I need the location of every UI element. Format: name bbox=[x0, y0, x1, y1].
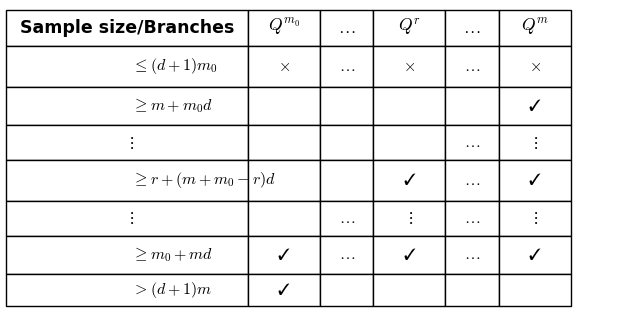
Text: $\checkmark$: $\checkmark$ bbox=[403, 247, 416, 263]
Text: $\geq r + (m + m_0 - r)d$: $\geq r + (m + m_0 - r)d$ bbox=[132, 170, 276, 191]
Bar bbox=[248, 201, 320, 236]
Bar bbox=[320, 236, 373, 274]
Bar bbox=[373, 125, 445, 160]
Text: $\checkmark$: $\checkmark$ bbox=[277, 282, 291, 298]
Text: $\ldots$: $\ldots$ bbox=[464, 173, 480, 188]
Bar bbox=[6, 236, 248, 274]
Text: $\vdots$: $\vdots$ bbox=[531, 135, 538, 151]
Text: $Q^m$: $Q^m$ bbox=[521, 17, 549, 38]
Bar bbox=[373, 274, 445, 306]
Bar bbox=[373, 160, 445, 201]
Text: $\geq m_0 + md$: $\geq m_0 + md$ bbox=[132, 245, 213, 264]
Bar bbox=[499, 46, 571, 87]
Text: $\geq m + m_0 d$: $\geq m + m_0 d$ bbox=[132, 97, 213, 115]
Bar bbox=[6, 46, 248, 87]
Text: $\ldots$: $\ldots$ bbox=[464, 59, 480, 74]
Text: $\ldots$: $\ldots$ bbox=[464, 247, 480, 262]
Text: $\ldots$: $\ldots$ bbox=[338, 19, 355, 37]
Bar bbox=[6, 10, 248, 46]
Bar bbox=[6, 125, 248, 160]
Text: $\ldots$: $\ldots$ bbox=[339, 247, 355, 262]
Bar bbox=[248, 87, 320, 125]
Bar bbox=[248, 125, 320, 160]
Bar bbox=[320, 201, 373, 236]
Bar bbox=[445, 87, 499, 125]
Bar bbox=[373, 236, 445, 274]
Text: $\ldots$: $\ldots$ bbox=[339, 59, 355, 74]
Text: $\checkmark$: $\checkmark$ bbox=[528, 247, 541, 263]
Text: $Q^r$: $Q^r$ bbox=[398, 17, 421, 38]
Text: $\vdots$: $\vdots$ bbox=[127, 210, 134, 226]
Text: $\ldots$: $\ldots$ bbox=[464, 210, 480, 226]
Bar bbox=[445, 10, 499, 46]
Text: $> (d+1)m$: $> (d+1)m$ bbox=[132, 280, 212, 300]
Text: $\vdots$: $\vdots$ bbox=[531, 210, 538, 226]
Text: $\boldsymbol{\times}$: $\boldsymbol{\times}$ bbox=[403, 59, 415, 74]
Text: $\boldsymbol{\times}$: $\boldsymbol{\times}$ bbox=[278, 59, 290, 74]
Bar bbox=[248, 236, 320, 274]
Bar bbox=[248, 10, 320, 46]
Text: $\ldots$: $\ldots$ bbox=[463, 19, 481, 37]
Bar bbox=[6, 201, 248, 236]
Text: $\checkmark$: $\checkmark$ bbox=[528, 98, 541, 114]
Text: $\checkmark$: $\checkmark$ bbox=[277, 247, 291, 263]
Text: $\leq (d+1)m_0$: $\leq (d+1)m_0$ bbox=[132, 56, 218, 76]
Bar bbox=[445, 201, 499, 236]
Text: $\vdots$: $\vdots$ bbox=[406, 210, 413, 226]
Text: $\checkmark$: $\checkmark$ bbox=[528, 172, 541, 188]
Bar bbox=[248, 274, 320, 306]
Bar bbox=[248, 46, 320, 87]
Text: $Q^{m_0}$: $Q^{m_0}$ bbox=[268, 17, 300, 38]
Bar bbox=[373, 87, 445, 125]
Bar bbox=[499, 274, 571, 306]
Text: $\checkmark$: $\checkmark$ bbox=[403, 172, 416, 188]
Bar bbox=[373, 46, 445, 87]
Bar bbox=[499, 10, 571, 46]
Bar bbox=[6, 87, 248, 125]
Bar bbox=[6, 274, 248, 306]
Bar bbox=[320, 160, 373, 201]
Bar bbox=[445, 274, 499, 306]
Bar bbox=[6, 160, 248, 201]
Bar bbox=[320, 10, 373, 46]
Bar bbox=[499, 201, 571, 236]
Text: $\boldsymbol{\times}$: $\boldsymbol{\times}$ bbox=[529, 59, 541, 74]
Bar bbox=[499, 87, 571, 125]
Text: Sample size/Branches: Sample size/Branches bbox=[20, 19, 234, 37]
Bar bbox=[373, 10, 445, 46]
Bar bbox=[320, 125, 373, 160]
Bar bbox=[320, 87, 373, 125]
Text: $\ldots$: $\ldots$ bbox=[464, 135, 480, 150]
Bar bbox=[373, 201, 445, 236]
Bar bbox=[499, 125, 571, 160]
Bar bbox=[499, 160, 571, 201]
Bar bbox=[445, 125, 499, 160]
Bar bbox=[445, 160, 499, 201]
Bar bbox=[320, 274, 373, 306]
Bar bbox=[320, 46, 373, 87]
Bar bbox=[445, 46, 499, 87]
Text: $\ldots$: $\ldots$ bbox=[339, 210, 355, 226]
Bar bbox=[445, 236, 499, 274]
Bar bbox=[499, 236, 571, 274]
Text: $\vdots$: $\vdots$ bbox=[127, 135, 134, 151]
Bar bbox=[248, 160, 320, 201]
